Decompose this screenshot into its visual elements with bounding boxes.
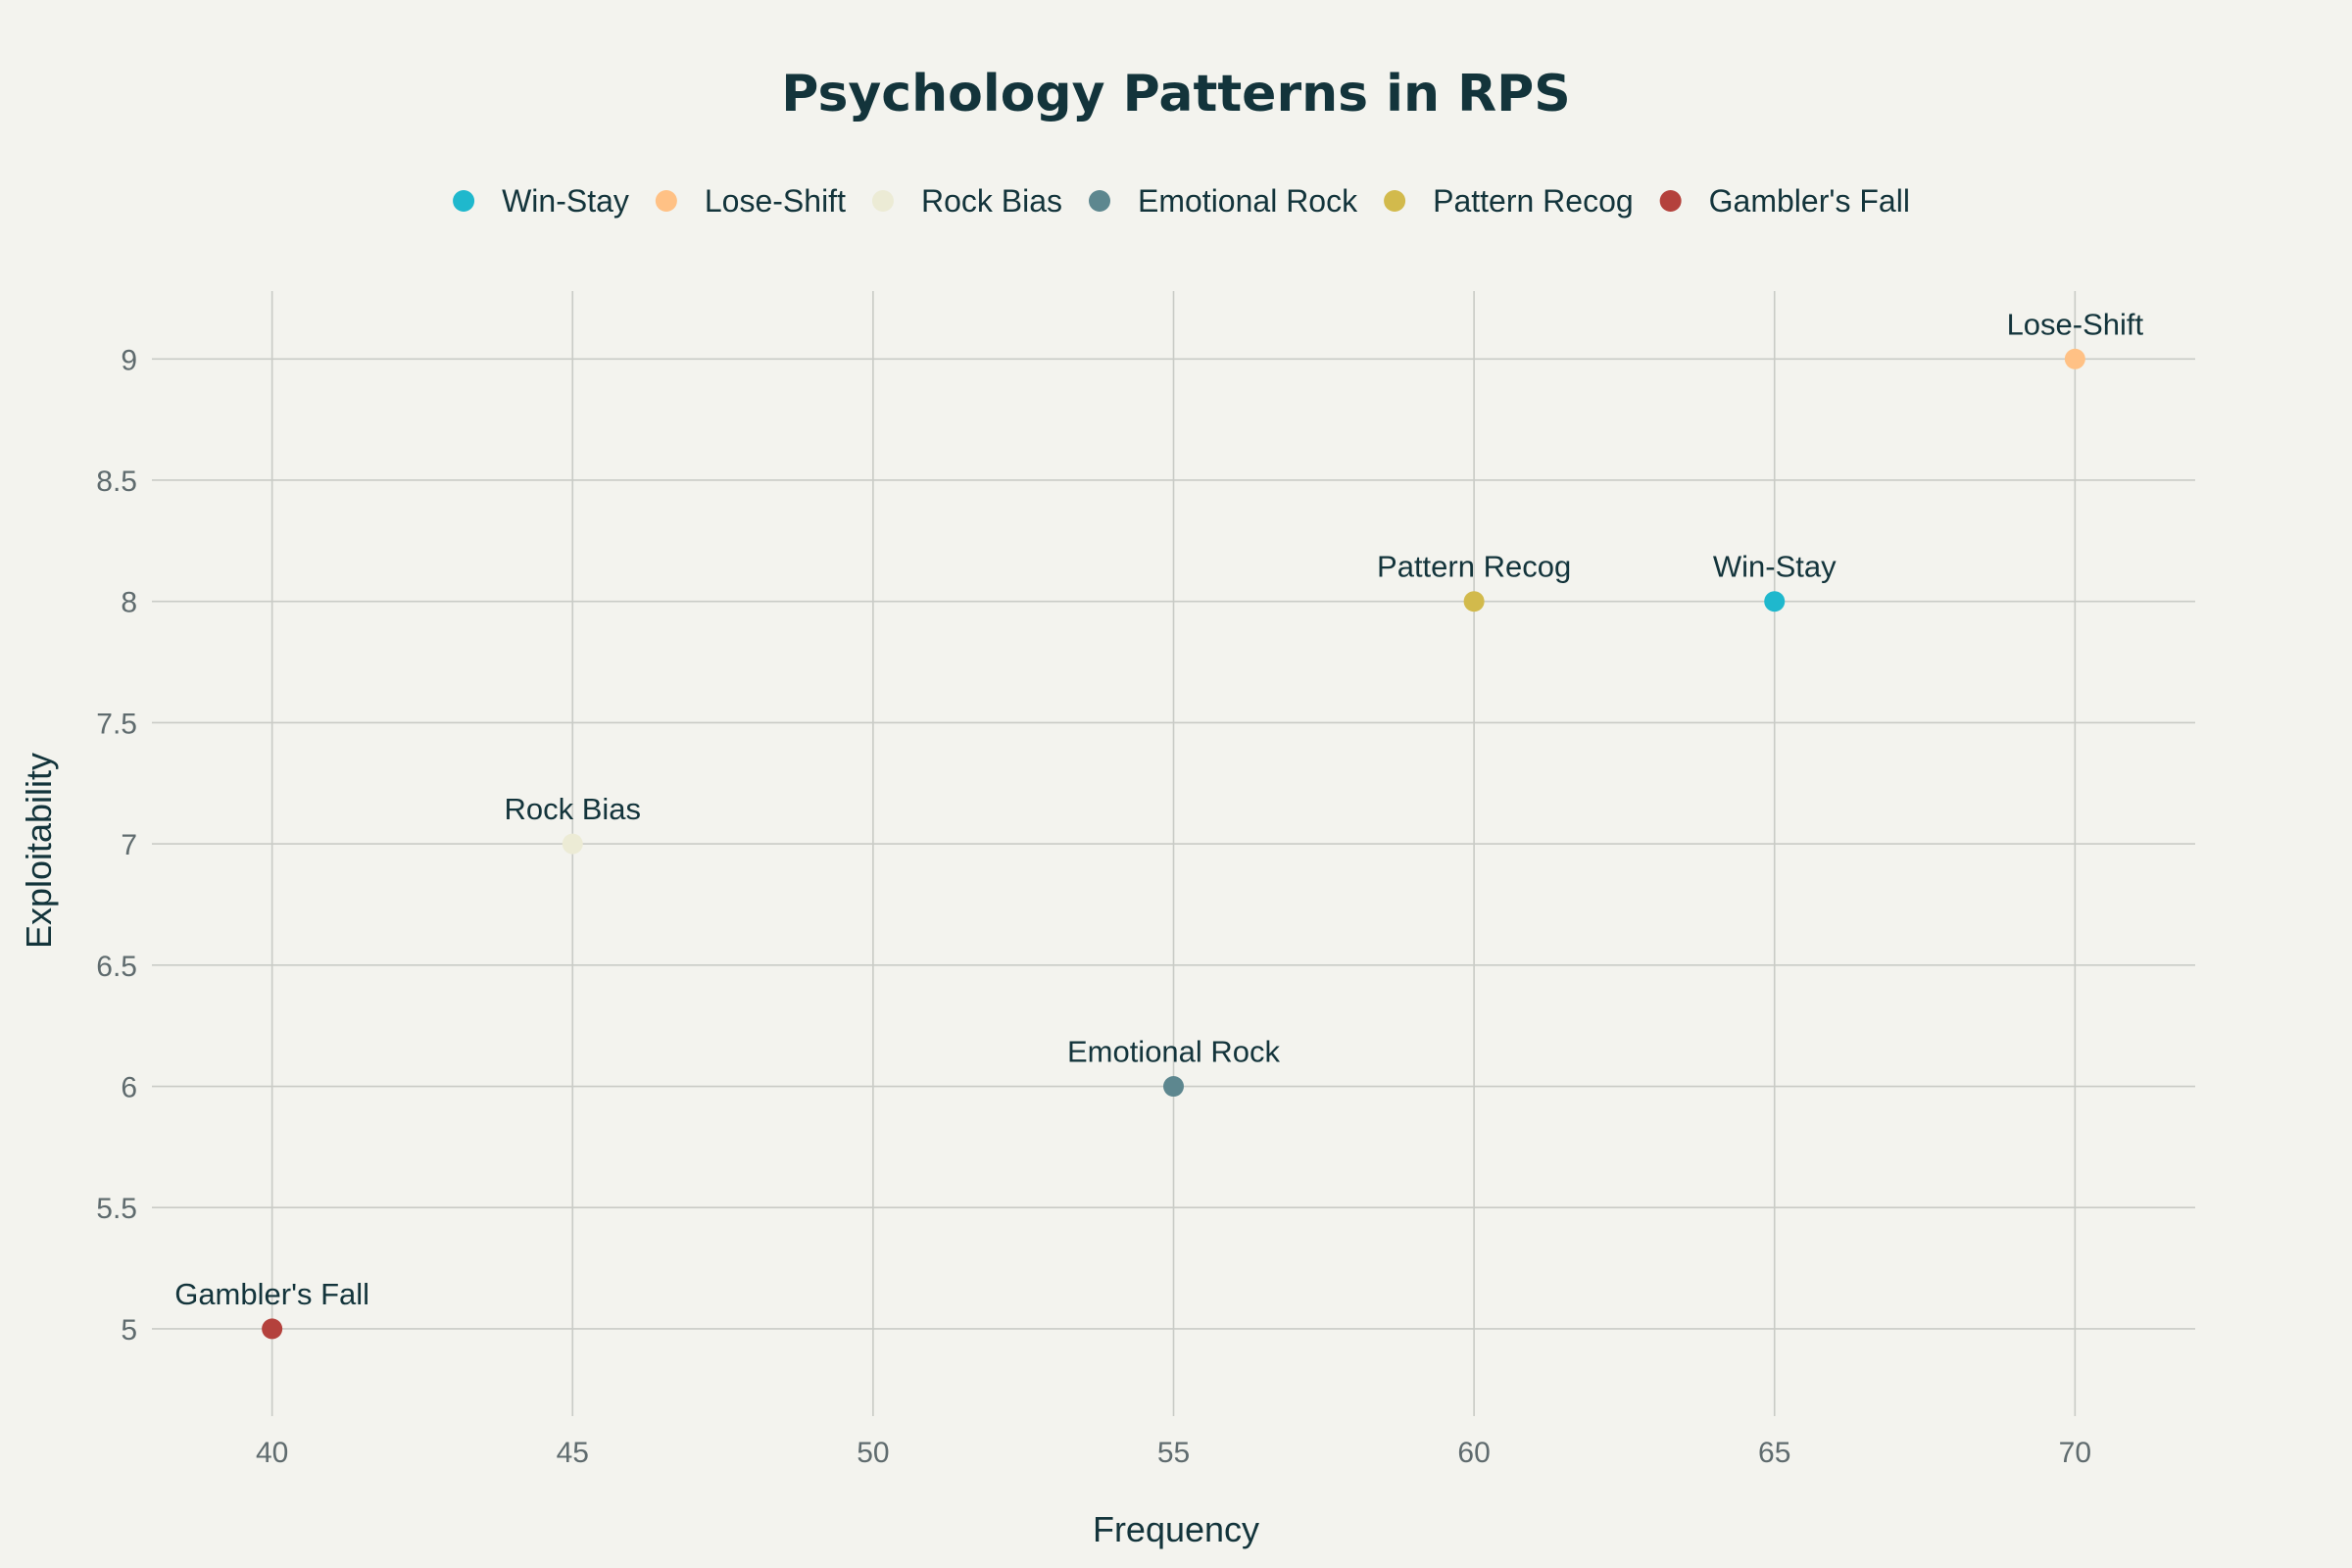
legend-item-win-stay: Win-Stay bbox=[453, 183, 629, 219]
x-tick-label: 60 bbox=[1457, 1437, 1490, 1469]
y-tick-label: 7.5 bbox=[96, 708, 137, 740]
point-rock-bias bbox=[562, 833, 583, 855]
x-tick-label: 45 bbox=[557, 1437, 589, 1469]
x-tick-label: 50 bbox=[857, 1437, 889, 1469]
point-label-pattern-recog: Pattern Recog bbox=[1377, 550, 1571, 584]
legend-item-gambler-s-fall: Gambler's Fall bbox=[1659, 183, 1910, 219]
x-tick-label: 65 bbox=[1758, 1437, 1790, 1469]
point-pattern-recog bbox=[1463, 591, 1485, 612]
legend-marker bbox=[453, 190, 475, 212]
point-lose-shift bbox=[2064, 348, 2085, 369]
legend-label: Pattern Recog bbox=[1433, 183, 1634, 219]
x-tick-label: 40 bbox=[256, 1437, 288, 1469]
legend-label: Win-Stay bbox=[502, 183, 629, 219]
legend-marker bbox=[1659, 190, 1682, 212]
legend-item-rock-bias: Rock Bias bbox=[871, 183, 1062, 219]
y-axis-title: Exploitability bbox=[19, 753, 59, 949]
point-label-lose-shift: Lose-Shift bbox=[2007, 307, 2144, 341]
x-tick-label: 55 bbox=[1157, 1437, 1190, 1469]
point-label-rock-bias: Rock Bias bbox=[504, 792, 641, 826]
legend-label: Lose-Shift bbox=[705, 183, 846, 219]
legend-label: Rock Bias bbox=[921, 183, 1062, 219]
y-tick-label: 8 bbox=[121, 587, 137, 619]
y-tick-label: 6 bbox=[121, 1072, 137, 1104]
point-labels: Win-Stay Lose-Shift Rock Bias Emotional Roc… bbox=[174, 307, 2143, 1311]
legend-item-emotional-rock: Emotional Rock bbox=[1089, 183, 1358, 219]
legend-label: Gambler's Fall bbox=[1709, 183, 1910, 219]
point-emotional-rock bbox=[1163, 1076, 1184, 1098]
y-tick-label: 6.5 bbox=[96, 951, 137, 983]
point-label-win-stay: Win-Stay bbox=[1713, 550, 1837, 584]
legend-marker bbox=[1384, 190, 1406, 212]
point-label-gambler-s-fall: Gambler's Fall bbox=[174, 1277, 369, 1311]
data-points bbox=[262, 348, 2085, 1340]
legend-label: Emotional Rock bbox=[1138, 183, 1358, 219]
point-win-stay bbox=[1764, 591, 1786, 612]
legend-item-lose-shift: Lose-Shift bbox=[655, 183, 846, 219]
y-axis-ticks: 5 5.5 6 6.5 7 7.5 8 8.5 9 bbox=[96, 344, 137, 1347]
y-gridlines bbox=[152, 358, 2195, 1330]
legend-item-pattern-recog: Pattern Recog bbox=[1384, 183, 1634, 219]
point-label-emotional-rock: Emotional Rock bbox=[1067, 1035, 1281, 1069]
point-gambler-s-fall bbox=[262, 1318, 283, 1340]
x-axis-title: Frequency bbox=[1093, 1509, 1259, 1549]
x-gridlines bbox=[270, 291, 2077, 1416]
legend-marker bbox=[655, 190, 677, 212]
legend-marker bbox=[871, 190, 894, 212]
y-tick-label: 9 bbox=[121, 344, 137, 376]
chart-title: Psychology Patterns in RPS bbox=[781, 65, 1570, 123]
y-tick-label: 8.5 bbox=[96, 466, 137, 498]
y-tick-label: 5.5 bbox=[96, 1193, 137, 1225]
legend: Win-Stay Lose-Shift Rock Bias Emotional Roc… bbox=[453, 183, 1910, 219]
x-tick-label: 70 bbox=[2059, 1437, 2091, 1469]
x-axis-ticks: 40 45 50 55 60 65 70 bbox=[256, 1437, 2091, 1469]
legend-marker bbox=[1089, 190, 1110, 212]
y-tick-label: 5 bbox=[121, 1314, 137, 1347]
y-tick-label: 7 bbox=[121, 829, 137, 861]
